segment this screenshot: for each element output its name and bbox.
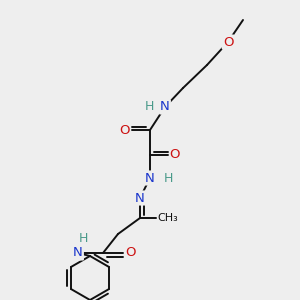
Text: O: O	[120, 124, 130, 136]
Text: CH₃: CH₃	[158, 213, 178, 223]
Text: N: N	[160, 100, 170, 113]
Text: O: O	[223, 35, 233, 49]
Text: O: O	[125, 247, 135, 260]
Text: O: O	[170, 148, 180, 161]
Text: H: H	[163, 172, 173, 184]
Text: H: H	[144, 100, 154, 113]
Text: N: N	[135, 191, 145, 205]
Text: H: H	[78, 232, 88, 245]
Text: N: N	[73, 247, 83, 260]
Text: N: N	[145, 172, 155, 184]
